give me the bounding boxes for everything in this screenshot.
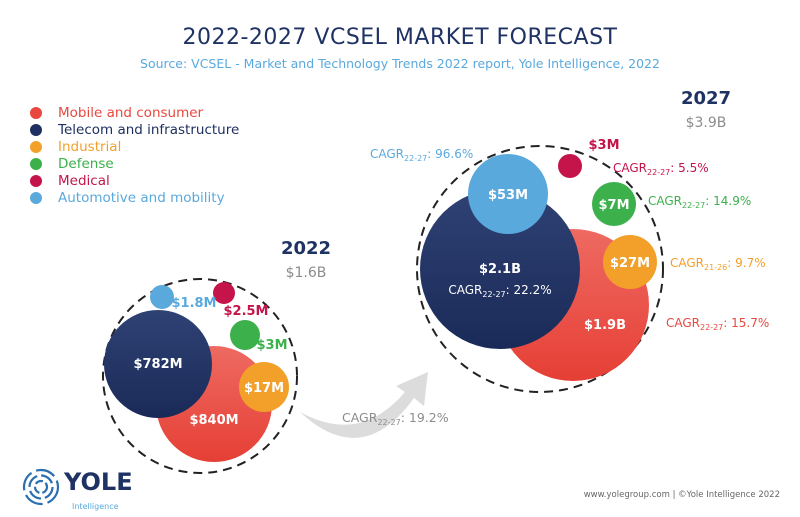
value-label-2027-telecom-and-infrastructure: $2.1B	[479, 262, 521, 277]
legend-swatch	[30, 192, 42, 204]
chart-subtitle: Source: VCSEL - Market and Technology Tr…	[140, 56, 660, 71]
bubble-2027-defense	[592, 182, 636, 226]
year-2022-label: 2022	[281, 238, 331, 259]
value-label-2027-automotive-and-mobility: $53M	[488, 188, 528, 203]
bubble-2027-telecom-and-infrastructure	[420, 189, 580, 349]
cagr-label-2027-automotive-and-mobility: CAGR22-27: 96.6%	[370, 147, 473, 163]
legend-item: Medical	[30, 173, 110, 189]
total-2022-boundary	[102, 278, 298, 474]
footer-credit: www.yolegroup.com | ©Yole Intelligence 2…	[584, 490, 780, 500]
value-label-2027-medical: $3M	[588, 138, 619, 153]
value-label-2022-industrial: $17M	[244, 381, 284, 396]
chart-title: 2022-2027 VCSEL MARKET FORECAST	[183, 25, 618, 50]
value-label-2027-industrial: $27M	[610, 256, 650, 271]
value-label-2022-mobile-and-consumer: $840M	[189, 413, 238, 428]
cagr-label-2027-medical: CAGR22-27: 5.5%	[613, 161, 709, 177]
year-2027-label: 2027	[681, 88, 731, 109]
value-label-2027-defense: $7M	[598, 198, 629, 213]
bubble-2022-industrial	[239, 362, 289, 412]
bubble-2027-medical	[558, 154, 582, 178]
svg-text:YOLE: YOLE	[63, 468, 133, 496]
legend-item: Defense	[30, 156, 114, 172]
year-2027-total: $3.9B	[686, 115, 727, 131]
legend-swatch	[30, 141, 42, 153]
legend-label: Automotive and mobility	[58, 190, 225, 206]
legend-item: Telecom and infrastructure	[30, 122, 239, 138]
growth-arrow	[300, 372, 428, 438]
bubble-2022-defense	[230, 320, 260, 350]
yole-logo-icon	[22, 468, 60, 506]
cagr-label-2027-industrial: CAGR21-26: 9.7%	[670, 256, 766, 272]
bubble-2022-telecom-and-infrastructure	[104, 310, 212, 418]
value-label-2022-defense: $3M	[256, 338, 287, 353]
legend-swatch	[30, 175, 42, 187]
bubble-2027-industrial	[603, 235, 657, 289]
legend-label: Telecom and infrastructure	[57, 122, 239, 138]
value-label-2022-automotive-and-mobility: $1.8M	[171, 296, 216, 311]
bubble-2027-automotive-and-mobility	[468, 154, 548, 234]
year-2022-total: $1.6B	[286, 265, 327, 281]
svg-text:Intelligence: Intelligence	[72, 502, 119, 511]
legend-label: Defense	[58, 156, 114, 172]
legend-item: Automotive and mobility	[30, 190, 225, 206]
legend-label: Industrial	[58, 139, 121, 155]
legend-label: Medical	[58, 173, 110, 189]
total-2027-boundary	[416, 145, 664, 393]
cagr-label-2027-mobile-and-consumer: CAGR22-27: 15.7%	[666, 316, 769, 332]
bubble-2022-automotive-and-mobility	[150, 285, 174, 309]
legend-item: Industrial	[30, 139, 121, 155]
legend-swatch	[30, 107, 42, 119]
cagr-label-2027-telecom-and-infrastructure: CAGR22-27: 22.2%	[448, 283, 551, 299]
overall-cagr-label: CAGR22-27: 19.2%	[342, 410, 449, 427]
legend-swatch	[30, 124, 42, 136]
bubbles	[104, 154, 657, 462]
legend-item: Mobile and consumer	[30, 105, 204, 121]
bubble-2022-medical	[213, 282, 235, 304]
yole-logo: YOLE Intelligence	[22, 468, 133, 511]
legend-label: Mobile and consumer	[58, 105, 204, 121]
value-label-2022-telecom-and-infrastructure: $782M	[133, 357, 182, 372]
cagr-label-2027-defense: CAGR22-27: 14.9%	[648, 194, 751, 210]
value-label-2027-mobile-and-consumer: $1.9B	[584, 318, 626, 333]
legend-swatch	[30, 158, 42, 170]
value-label-2022-medical: $2.5M	[223, 304, 268, 319]
bubble-labels: $840M $782M $17M $3M $2.5M $1.8M $1.9B CAGR22-2…	[133, 138, 769, 428]
